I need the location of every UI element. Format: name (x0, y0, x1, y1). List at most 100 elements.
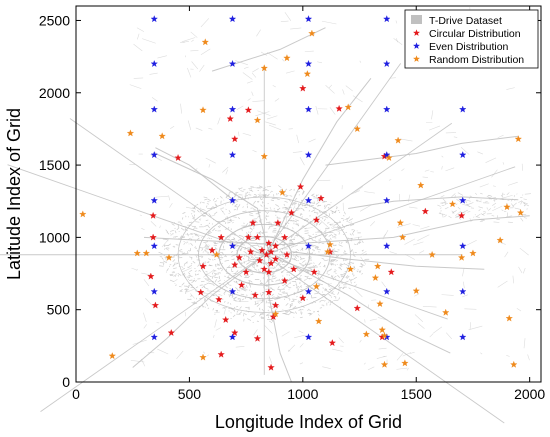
even-distribution-point (228, 15, 237, 23)
trajectory-segment (214, 263, 217, 268)
trajectory-segment (317, 270, 321, 273)
trajectory-segment (307, 267, 312, 270)
trajectory-segment (337, 229, 341, 231)
random-distribution-point (510, 360, 518, 368)
trajectory-segment (251, 91, 254, 96)
trajectory-segment (330, 259, 335, 262)
trajectory-segment (205, 294, 208, 297)
trajectory-segment (226, 241, 232, 244)
trajectory-segment (310, 268, 313, 271)
trajectory-segment (297, 301, 300, 304)
trajectory-segment (270, 199, 275, 202)
trajectory-segment (255, 242, 257, 245)
trajectory-segment (196, 259, 201, 261)
trajectory-segment (335, 255, 340, 258)
circular-distribution-point (167, 329, 175, 336)
trajectory-segment (269, 278, 274, 280)
trajectory-segment (359, 250, 367, 256)
trajectory-segment (238, 311, 243, 315)
trajectory-segment (219, 196, 223, 199)
random-distribution-point (253, 116, 262, 124)
trajectory-segment (179, 235, 182, 239)
trajectory-segment (334, 275, 337, 278)
trajectory-segment (412, 224, 420, 227)
road-line (143, 215, 530, 246)
trajectory-segment (231, 254, 236, 257)
trajectory-segment (193, 168, 198, 173)
trajectory-segment (361, 240, 364, 244)
circular-distribution-point (231, 329, 239, 336)
trajectory-segment (193, 302, 198, 305)
trajectory-segment (325, 289, 328, 292)
trajectory-segment (345, 217, 350, 221)
trajectory-segment (131, 267, 137, 271)
trajectory-segment (275, 269, 278, 271)
trajectory-segment (236, 306, 239, 308)
even-distribution-point (150, 333, 158, 341)
trajectory-segment (296, 191, 300, 193)
trajectory-segment (298, 300, 302, 304)
trajectory-segment (302, 266, 312, 269)
x-tick-label: 0 (72, 386, 80, 402)
trajectory-segment (141, 358, 146, 367)
trajectory-segment (265, 221, 271, 224)
trajectory-segment (170, 125, 175, 130)
trajectory-segment (325, 238, 329, 242)
trajectory-segment (284, 200, 288, 203)
x-tick-label: 1000 (287, 386, 318, 402)
trajectory-segment (444, 214, 447, 218)
trajectory-segment (316, 198, 320, 202)
trajectory-segment (492, 202, 497, 206)
trajectory-segment (324, 207, 327, 209)
trajectory-segment (239, 274, 242, 278)
trajectory-segment (298, 262, 302, 265)
trajectory-segment (331, 234, 334, 237)
circular-distribution-point (244, 106, 253, 114)
trajectory-segment (238, 279, 241, 282)
random-distribution-point (380, 331, 389, 339)
y-tick-label: 0 (62, 374, 70, 390)
trajectory-segment (249, 284, 251, 288)
trajectory-segment (294, 278, 299, 281)
trajectory-segment (166, 247, 168, 249)
trajectory-segment (250, 233, 252, 236)
trajectory-segment (169, 279, 175, 283)
trajectory-segment (399, 138, 413, 142)
trajectory-segment (278, 260, 283, 264)
trajectory-segment (223, 307, 227, 309)
trajectory-segment (304, 275, 309, 278)
trajectory-segment (299, 269, 302, 273)
trajectory-segment (288, 251, 292, 254)
trajectory-segment (516, 308, 522, 312)
trajectory-segment (235, 240, 239, 244)
trajectory-segment (203, 283, 207, 286)
trajectory-segment (293, 292, 296, 295)
trajectory-segment (314, 253, 316, 255)
circular-distribution-point (215, 295, 223, 303)
trajectory-segment (267, 236, 270, 238)
trajectory-segment (253, 200, 257, 203)
trajectory-segment (300, 247, 304, 251)
trajectory-segment (328, 84, 333, 89)
x-tick-label: 1500 (401, 386, 432, 402)
trajectory-segment (343, 272, 346, 275)
trajectory-segment (267, 297, 271, 300)
trajectory-segment (462, 203, 472, 208)
even-distribution-point (304, 287, 313, 295)
circular-distribution-point (253, 334, 262, 342)
trajectory-segment (229, 240, 234, 243)
trajectory-segment (225, 254, 227, 258)
trajectory-segment (225, 169, 229, 175)
trajectory-segment (272, 242, 275, 245)
trajectory-segment (275, 204, 280, 207)
trajectory-segment (273, 222, 277, 224)
trajectory-segment (315, 236, 317, 239)
trajectory-segment (492, 185, 496, 187)
trajectory-segment (181, 282, 185, 286)
trajectory-segment (293, 292, 296, 294)
trajectory-segment (235, 271, 238, 273)
trajectory-segment (263, 209, 267, 213)
trajectory-segment (239, 187, 243, 190)
circular-distribution-point (335, 104, 343, 112)
trajectory-segment (282, 225, 286, 228)
